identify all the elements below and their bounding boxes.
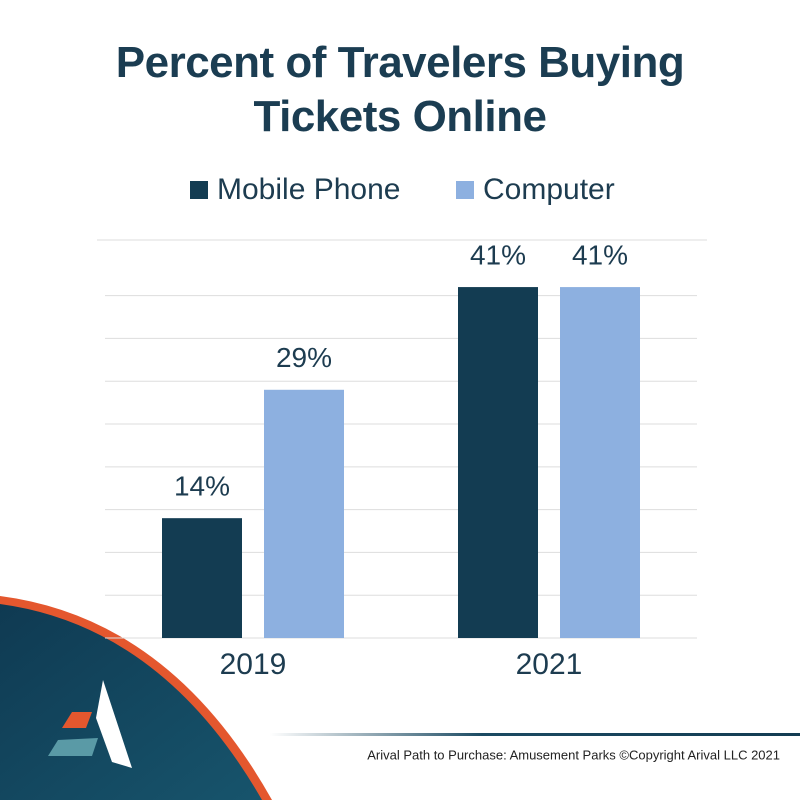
data-label: 41% [572,239,628,270]
logo [96,680,132,768]
source: Arival Path to Purchase: Amusement Parks… [367,747,780,762]
data-label: 29% [276,342,332,373]
x-tick-label: 2021 [516,648,583,681]
data-label: 14% [174,471,230,502]
legend-swatch [190,181,208,199]
data-label: 41% [470,239,526,270]
logo [62,712,92,728]
chart-title: Percent of Travelers Buying Tickets Onli… [115,38,685,141]
footer-rule [270,733,800,736]
logo [48,738,98,756]
bar [560,287,640,638]
bar [162,518,242,638]
bar [458,287,538,638]
bar [264,389,344,638]
legend-label: Computer [483,173,615,206]
legend-label: Mobile Phone [217,173,400,206]
x-tick-label: 2019 [220,648,287,681]
legend-swatch [456,181,474,199]
